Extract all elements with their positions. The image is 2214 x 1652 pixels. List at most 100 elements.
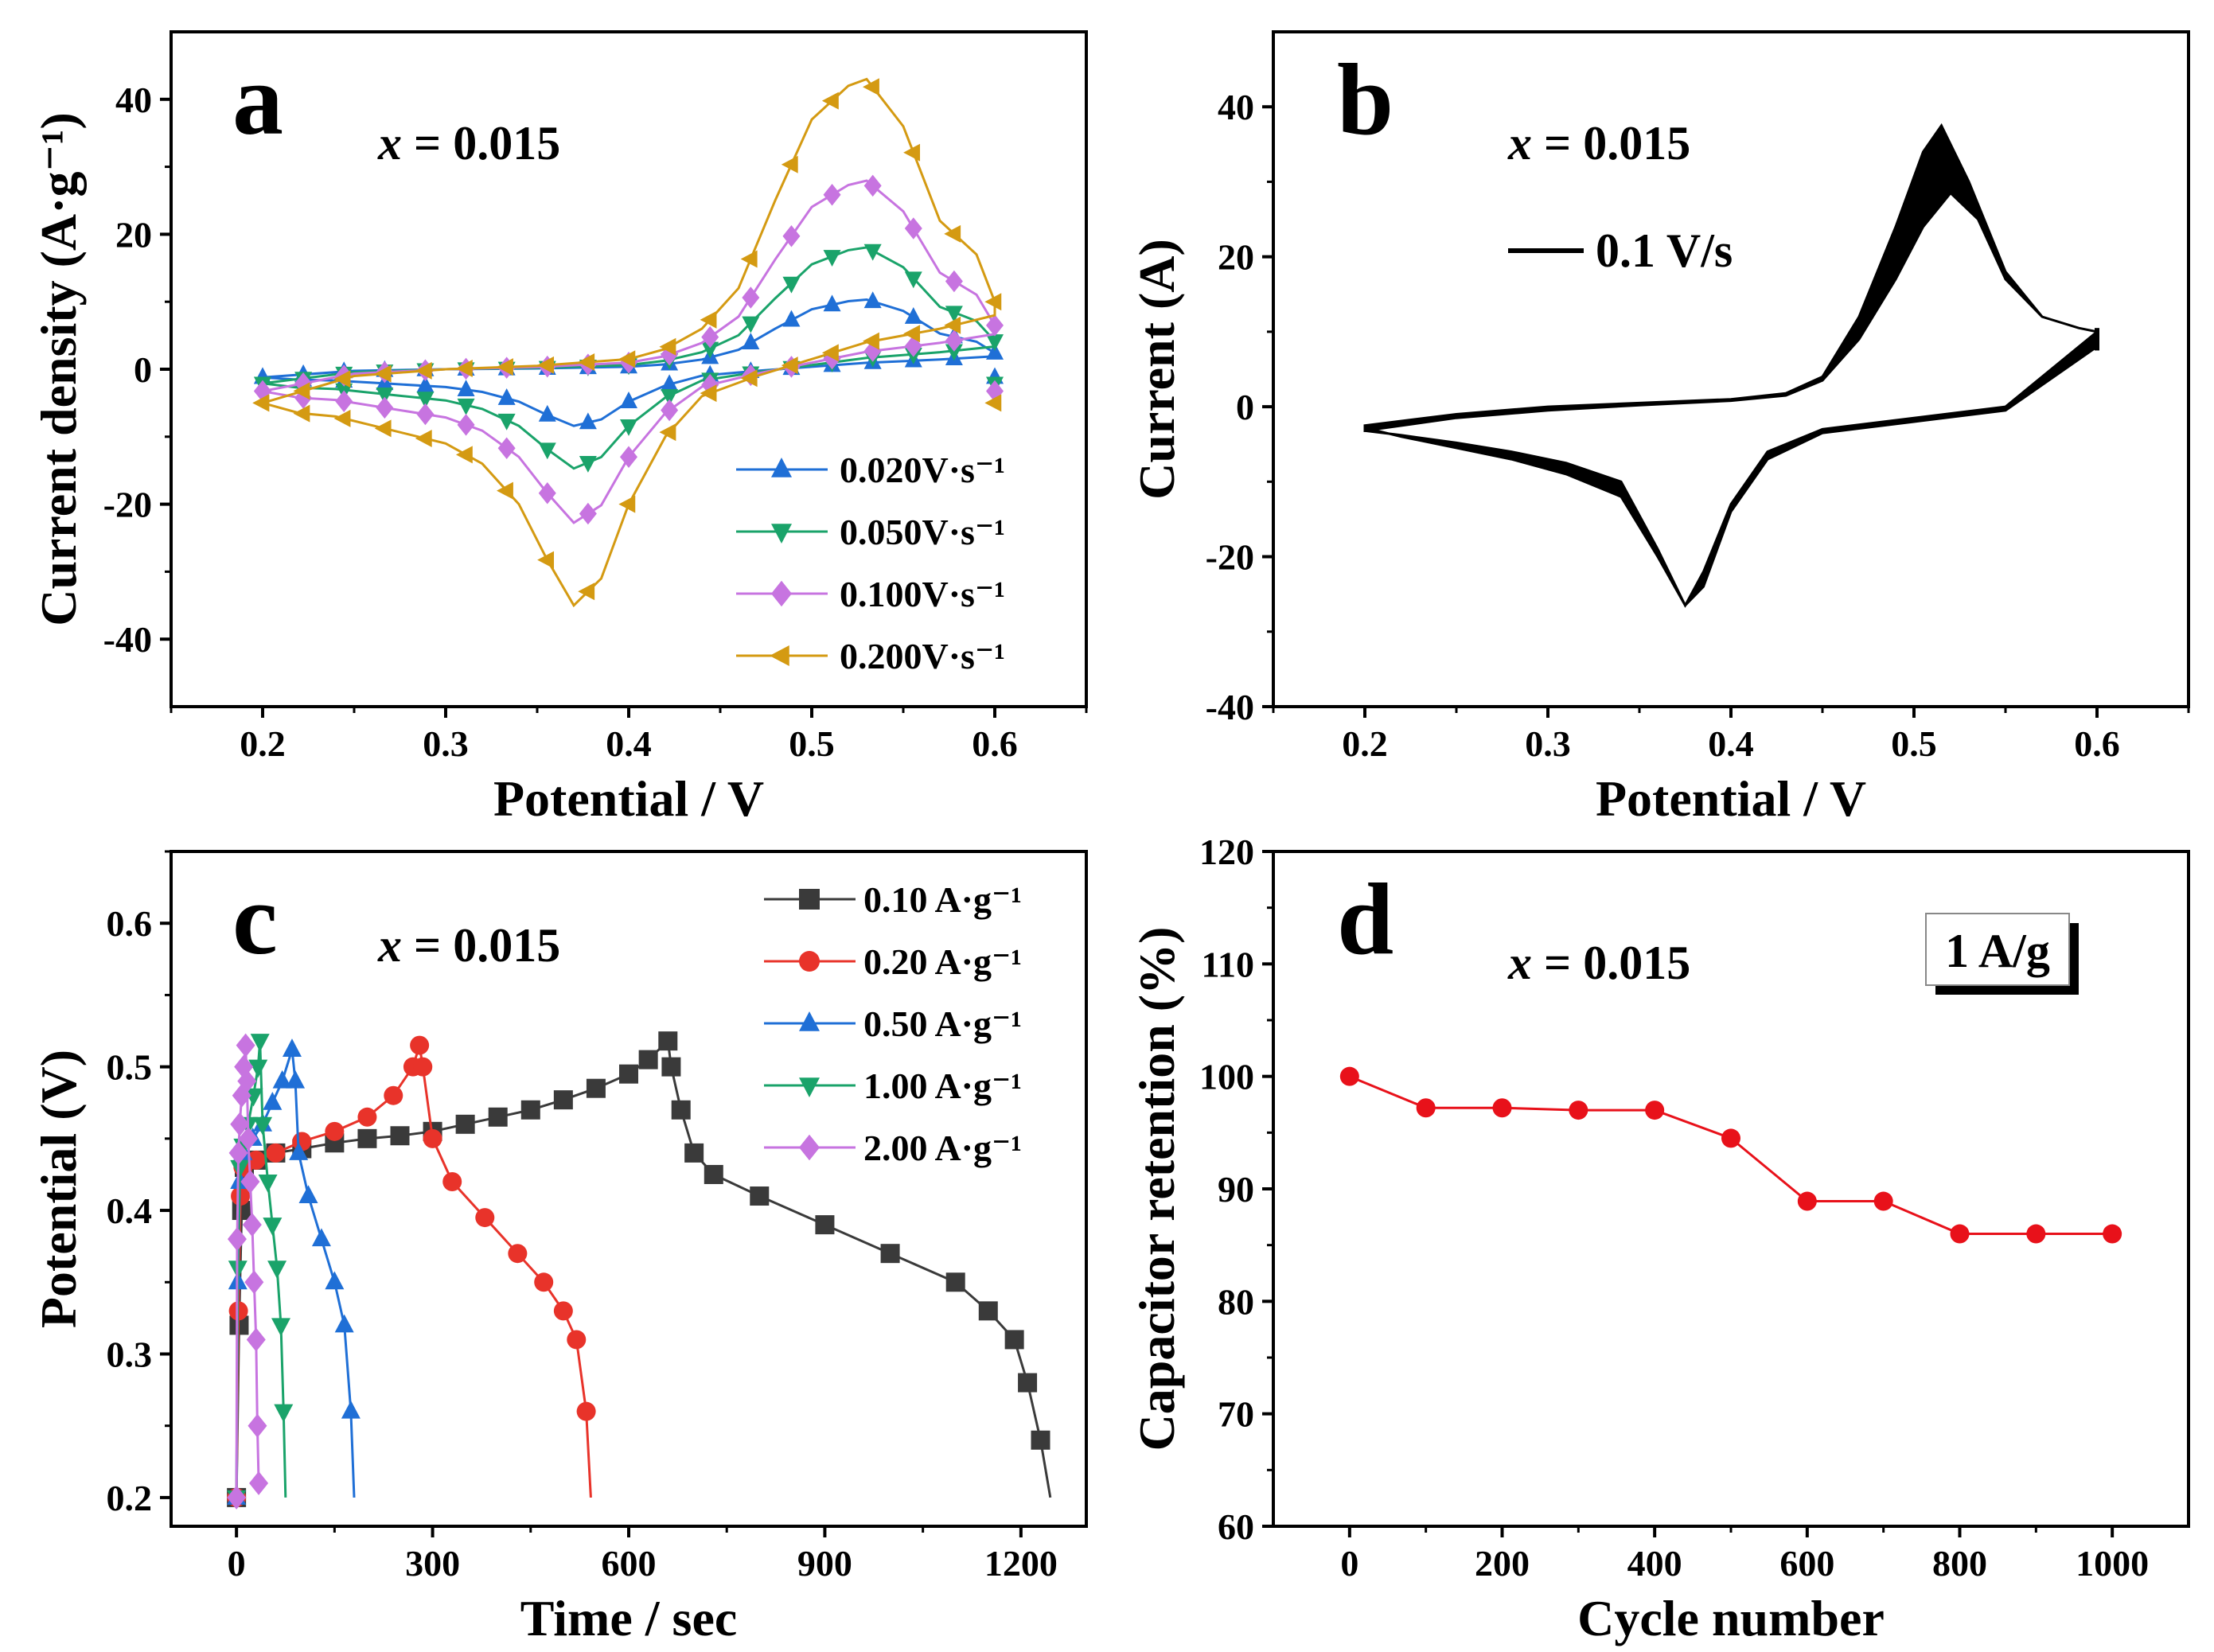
- data-point: [415, 429, 432, 447]
- data-point: [700, 310, 717, 329]
- legend-marker: [799, 889, 820, 910]
- panel-b-annotation: x = 0.015: [1507, 117, 1690, 169]
- y-tick-label: 120: [1199, 832, 1254, 872]
- legend-marker: [771, 524, 792, 544]
- data-point: [659, 337, 676, 356]
- retention-line: [1349, 1075, 2113, 1235]
- data-point: [416, 376, 435, 393]
- data-point: [661, 388, 679, 406]
- panel-d-ylabel: Capacitor retention (%): [1128, 927, 1185, 1451]
- y-tick-label: 20: [115, 214, 152, 255]
- panel-b-legend-label: 0.1 V/s: [1596, 224, 1733, 277]
- data-point: [863, 174, 882, 197]
- data-point: [944, 224, 961, 243]
- data-point: [335, 390, 353, 412]
- data-point: [815, 1215, 835, 1235]
- data-point: [823, 250, 841, 267]
- data-point: [415, 361, 432, 380]
- x-tick-label: 900: [797, 1543, 852, 1584]
- data-point: [2026, 1224, 2046, 1244]
- panel-c-letter: c: [232, 863, 278, 976]
- x-tick-label: 0.5: [789, 723, 835, 764]
- data-point: [475, 1208, 495, 1228]
- data-point: [442, 1171, 462, 1191]
- data-point: [253, 1116, 272, 1136]
- legend-label: 0.020V·s⁻¹: [840, 450, 1005, 490]
- data-point: [579, 456, 597, 473]
- data-point: [904, 271, 922, 289]
- y-tick-label: 0: [1236, 387, 1254, 427]
- data-point: [252, 394, 270, 412]
- data-point: [376, 396, 394, 419]
- data-point: [538, 442, 556, 460]
- data-point: [410, 1035, 430, 1055]
- data-point: [619, 1064, 638, 1084]
- data-point: [684, 1143, 704, 1163]
- data-point: [274, 1404, 294, 1423]
- data-point: [248, 1059, 268, 1078]
- data-point: [263, 1091, 283, 1110]
- data-point: [246, 1327, 266, 1352]
- x-tick-label: 0.3: [1525, 723, 1571, 764]
- data-point: [586, 1078, 606, 1098]
- x-tick-label: 600: [602, 1543, 657, 1584]
- data-point: [497, 358, 513, 376]
- data-point: [1797, 1191, 1817, 1211]
- panel-d-letter: d: [1337, 863, 1393, 976]
- data-point: [620, 446, 637, 468]
- data-point: [704, 1164, 723, 1184]
- data-point: [701, 341, 719, 359]
- panel-b-xlabel: Potential / V: [1596, 770, 1866, 827]
- data-point: [520, 1100, 540, 1120]
- panel-c-ylabel: Potential (V): [30, 1050, 87, 1328]
- data-point: [357, 1128, 377, 1148]
- data-point: [984, 394, 1002, 412]
- panel-d: 0 200 400 600 800 1000 60 70 80 90 100 110 120 d x =…: [1128, 832, 2190, 1646]
- legend-label: 0.10 A·g⁻¹: [863, 879, 1022, 920]
- data-point: [267, 1260, 287, 1280]
- y-tick-label: 60: [1218, 1506, 1254, 1547]
- y-tick-label: -40: [1206, 687, 1254, 727]
- legend-label: 1.00 A·g⁻¹: [863, 1066, 1022, 1106]
- data-point: [821, 92, 839, 110]
- y-tick-label: 0.5: [107, 1047, 153, 1088]
- data-point: [1004, 1330, 1024, 1350]
- data-point: [1416, 1098, 1436, 1118]
- data-point: [230, 1112, 250, 1136]
- data-point: [945, 1272, 965, 1292]
- data-point: [357, 1107, 377, 1127]
- data-point: [658, 1031, 678, 1051]
- data-point: [390, 1126, 410, 1146]
- data-point: [374, 364, 392, 383]
- data-point: [661, 399, 679, 422]
- legend-label: 0.100V·s⁻¹: [840, 574, 1005, 614]
- data-point: [538, 404, 556, 422]
- panel-a-ylabel: Current density (A·g⁻¹): [30, 112, 87, 626]
- data-point: [263, 1218, 283, 1236]
- data-point: [416, 403, 435, 426]
- data-point: [228, 1140, 248, 1165]
- x-tick-label: 0.2: [240, 723, 286, 764]
- data-point: [240, 1169, 260, 1194]
- data-point: [579, 502, 597, 525]
- panel-a: 0.2 0.3 0.4 0.5 0.6 -40 -20 0 20 40 a x = 0.015 P…: [30, 30, 1088, 827]
- data-point: [455, 360, 473, 378]
- data-point: [1492, 1098, 1512, 1118]
- data-point: [237, 1069, 257, 1093]
- data-point: [984, 293, 1002, 311]
- data-point: [579, 412, 597, 430]
- data-point: [416, 392, 435, 409]
- data-point: [413, 1057, 433, 1077]
- data-point: [986, 334, 1004, 352]
- data-point: [1645, 1101, 1665, 1120]
- data-point: [266, 1143, 286, 1163]
- data-point: [497, 481, 513, 500]
- data-point: [246, 1150, 266, 1170]
- data-point: [227, 1485, 247, 1510]
- cv-band-anodic: [1363, 123, 2098, 433]
- y-tick-label: 80: [1218, 1281, 1254, 1322]
- data-point: [880, 1244, 900, 1264]
- data-point: [576, 1401, 596, 1421]
- panel-c-xlabel: Time / sec: [520, 1590, 738, 1646]
